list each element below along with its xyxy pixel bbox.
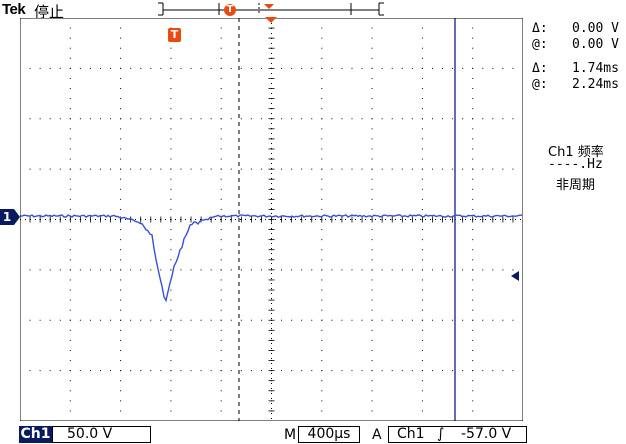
time-at-symbol: @:	[532, 77, 548, 92]
trigger-mode: A	[372, 427, 382, 443]
volts-per-div[interactable]: 50.0 V	[52, 426, 151, 443]
brand-logo: Tek	[2, 1, 26, 18]
channel-badge[interactable]: Ch1	[19, 426, 52, 443]
trigger-settings[interactable]: Ch1 ∫ -57.0 V	[388, 426, 527, 443]
trigger-channel: Ch1	[397, 426, 425, 442]
ch1-waveform	[20, 214, 523, 303]
status-bar: Ch1 50.0 V M 400µs A Ch1 ∫ -57.0 V	[0, 424, 626, 444]
measure-value: ----.Hz	[548, 157, 603, 172]
time-delta-value: 1.74ms	[572, 61, 619, 76]
run-state-label: 停止	[34, 3, 65, 21]
time-per-div[interactable]: 400µs	[298, 426, 360, 443]
record-position-indicator[interactable]	[155, 0, 385, 20]
trigger-point-arrow	[265, 17, 277, 23]
time-delta-symbol: Δ:	[532, 61, 548, 76]
voltage-at-symbol: @:	[532, 37, 548, 52]
trigger-slope-icon: ∫	[437, 426, 445, 442]
ch1-ground-marker[interactable]: 1	[0, 209, 14, 225]
trigger-level: -57.0 V	[461, 426, 512, 442]
trigger-position-marker: T	[224, 4, 236, 16]
measure-title: Ch1 频率	[548, 145, 604, 160]
voltage-at-value: 0.00 V	[572, 37, 619, 52]
trigger-level-arrow[interactable]	[511, 271, 519, 281]
voltage-delta-symbol: Δ:	[532, 21, 548, 36]
timebase-mode: M	[284, 427, 297, 443]
graticule	[20, 18, 523, 421]
trigger-badge: T	[168, 28, 181, 42]
waveform-display[interactable]	[20, 18, 523, 421]
ch1-marker-arrow	[14, 209, 20, 225]
voltage-delta-value: 0.00 V	[572, 21, 619, 36]
top-bar: Tek 停止 T	[0, 0, 626, 21]
time-at-value: 2.24ms	[572, 77, 619, 92]
measure-status: 非周期	[556, 178, 596, 193]
